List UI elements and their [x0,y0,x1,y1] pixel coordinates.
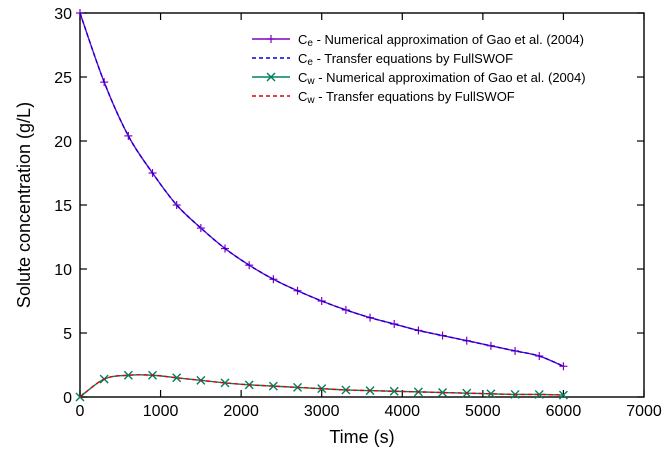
x-tick-label: 6000 [546,403,582,420]
legend-marker-1 [267,35,275,43]
legend-label-1: Ce - Numerical approximation of Gao et a… [298,32,584,49]
x-tick-label: 1000 [143,403,179,420]
data-point-1 [196,224,205,233]
data-point-3 [341,385,351,395]
x-tick-label: 2000 [223,403,259,420]
series-line-2 [79,12,564,367]
data-point-1 [124,131,133,140]
y-axis: 0 5 10 15 20 25 30 [54,6,644,407]
data-point-1 [341,305,350,314]
data-point-3 [389,386,399,396]
x-tick-label: 3000 [304,403,340,420]
y-tick-label: 25 [54,70,72,87]
x-tick-label: 4000 [384,403,420,420]
x-tick-label: 0 [76,403,85,420]
x-tick-label: 5000 [465,403,501,420]
data-point-3 [486,389,496,399]
y-tick-label: 10 [54,262,72,279]
data-point-3 [534,389,544,399]
legend: Ce - Numerical approximation of Gao et a… [252,32,586,106]
data-point-3 [172,373,182,383]
legend-label-4: Cw - Transfer equations by FullSWOF [298,89,515,106]
y-tick-label: 5 [63,326,72,343]
y-tick-label: 30 [54,6,72,23]
x-axis: 0 1000 2000 3000 4000 5000 6000 7000 [76,13,662,420]
series-layer [75,9,568,402]
y-tick-label: 20 [54,134,72,151]
data-point-3 [268,381,278,391]
legend-label-3: Cw - Numerical approximation of Gao et a… [298,70,586,87]
x-axis-label: Time (s) [329,427,394,447]
data-point-1 [559,362,568,371]
y-axis-label: Solute concentration (g/L) [14,102,34,308]
data-point-1 [172,201,181,209]
data-point-1 [390,320,399,329]
y-tick-label: 0 [63,390,72,407]
series-line-4 [79,374,564,398]
y-tick-label: 15 [54,198,72,215]
data-point-3 [438,388,448,398]
legend-marker-3 [266,72,276,82]
legend-label-2: Ce - Transfer equations by FullSWOF [298,51,513,68]
data-point-3 [123,370,133,380]
x-tick-label: 7000 [626,403,662,420]
data-point-3 [220,378,230,388]
